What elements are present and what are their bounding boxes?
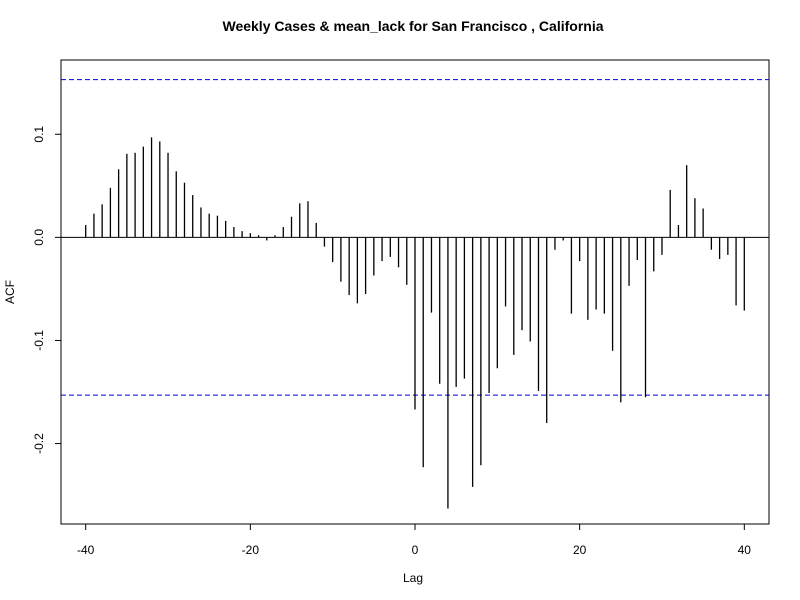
y-tick-label: -0.1 bbox=[32, 330, 46, 351]
acf-bars bbox=[85, 137, 745, 509]
x-axis: -40 -20 0 20 40 bbox=[77, 524, 751, 557]
x-tick-label: -20 bbox=[242, 543, 260, 557]
y-tick-label: 0.1 bbox=[32, 126, 46, 143]
y-axis: -0.2 -0.1 0.0 0.1 bbox=[32, 126, 61, 454]
y-tick-label: 0.0 bbox=[32, 229, 46, 246]
chart-title: Weekly Cases & mean_lack for San Francis… bbox=[222, 18, 603, 34]
y-tick-label: -0.2 bbox=[32, 433, 46, 454]
x-tick-label: 20 bbox=[573, 543, 587, 557]
x-tick-label: -40 bbox=[77, 543, 95, 557]
x-axis-label: Lag bbox=[403, 571, 423, 585]
y-axis-label: ACF bbox=[3, 280, 17, 304]
x-tick-label: 0 bbox=[412, 543, 419, 557]
x-tick-label: 40 bbox=[738, 543, 752, 557]
